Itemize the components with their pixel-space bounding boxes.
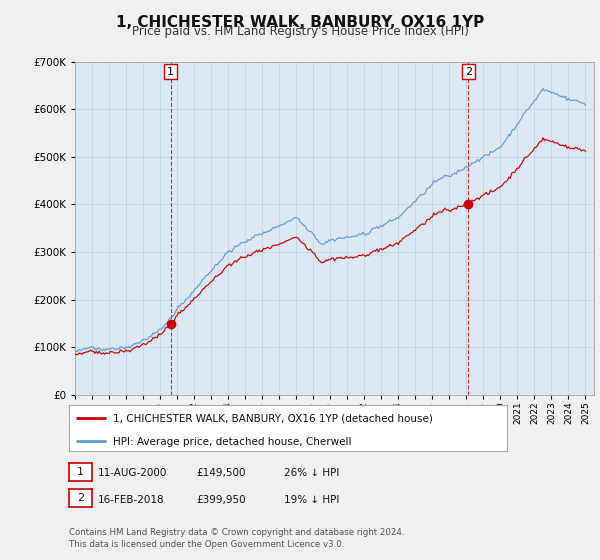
Text: 16-FEB-2018: 16-FEB-2018: [98, 494, 164, 505]
Text: 26% ↓ HPI: 26% ↓ HPI: [284, 468, 339, 478]
Text: Contains HM Land Registry data © Crown copyright and database right 2024.
This d: Contains HM Land Registry data © Crown c…: [69, 528, 404, 549]
Text: 11-AUG-2000: 11-AUG-2000: [98, 468, 167, 478]
Text: 1: 1: [167, 67, 174, 77]
Text: £149,500: £149,500: [197, 468, 247, 478]
Text: £399,950: £399,950: [197, 494, 247, 505]
Text: 2: 2: [77, 493, 84, 503]
Text: 2: 2: [465, 67, 472, 77]
Text: 1: 1: [77, 467, 84, 477]
Text: 1, CHICHESTER WALK, BANBURY, OX16 1YP (detached house): 1, CHICHESTER WALK, BANBURY, OX16 1YP (d…: [113, 414, 433, 424]
Text: 1, CHICHESTER WALK, BANBURY, OX16 1YP: 1, CHICHESTER WALK, BANBURY, OX16 1YP: [116, 15, 484, 30]
Text: 19% ↓ HPI: 19% ↓ HPI: [284, 494, 339, 505]
Text: Price paid vs. HM Land Registry's House Price Index (HPI): Price paid vs. HM Land Registry's House …: [131, 25, 469, 38]
Text: HPI: Average price, detached house, Cherwell: HPI: Average price, detached house, Cher…: [113, 437, 352, 447]
